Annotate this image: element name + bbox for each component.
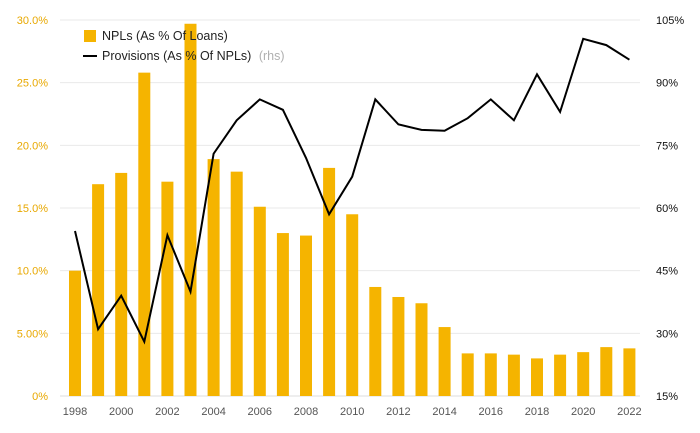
x-axis-tick-label: 2006 bbox=[248, 406, 272, 418]
provisions-series-line bbox=[74, 37, 630, 345]
npl-bar bbox=[577, 352, 590, 396]
npl-bar bbox=[253, 206, 266, 396]
npl-bar bbox=[115, 172, 128, 396]
x-axis-tick-label: 2016 bbox=[479, 406, 503, 418]
legend: NPLs (As % Of Loans) Provisions (As % Of… bbox=[83, 29, 285, 63]
legend-label-provisions: Provisions (As % Of NPLs) (rhs) bbox=[102, 49, 285, 63]
left-axis-tick-label: 10.0% bbox=[17, 266, 48, 278]
x-axis-tick-label: 2012 bbox=[386, 406, 410, 418]
x-axis-tick-label: 2004 bbox=[201, 406, 225, 418]
legend-label-npl: NPLs (As % Of Loans) bbox=[102, 29, 228, 43]
npl-bar bbox=[461, 353, 474, 396]
x-axis-tick-label: 2020 bbox=[571, 406, 595, 418]
x-axis-tick-label: 2008 bbox=[294, 406, 318, 418]
grid bbox=[60, 19, 640, 397]
npl-bar bbox=[92, 184, 105, 396]
npl-bar bbox=[323, 167, 336, 396]
left-y-axis: 0% 5.00% 10.0% 15.0% 20.0% 25.0% 30.0% bbox=[17, 15, 48, 403]
npl-bar bbox=[623, 348, 636, 396]
right-axis-tick-label: 75% bbox=[656, 140, 678, 152]
right-axis-tick-label: 15% bbox=[656, 391, 678, 403]
npl-bar bbox=[438, 327, 451, 396]
npl-bar bbox=[369, 286, 382, 396]
right-y-axis: 15% 30% 45% 60% 75% 90% 105% bbox=[656, 15, 684, 403]
legend-label-provisions-name: Provisions (As % Of NPLs) bbox=[102, 49, 251, 63]
npl-bar bbox=[415, 303, 428, 396]
npl-bar bbox=[161, 181, 174, 396]
left-axis-tick-label: 25.0% bbox=[17, 78, 48, 90]
x-axis-tick-label: 2022 bbox=[617, 406, 641, 418]
npl-bar bbox=[230, 171, 243, 396]
x-axis-tick-label: 1998 bbox=[63, 406, 87, 418]
npl-bar bbox=[207, 159, 220, 396]
npl-bar bbox=[600, 347, 613, 396]
x-axis-tick-label: 2018 bbox=[525, 406, 549, 418]
left-axis-tick-label: 20.0% bbox=[17, 140, 48, 152]
x-axis-tick-label: 2010 bbox=[340, 406, 364, 418]
npl-bar bbox=[138, 72, 151, 396]
left-axis-tick-label: 15.0% bbox=[17, 203, 48, 215]
left-axis-tick-label: 30.0% bbox=[17, 15, 48, 27]
right-axis-tick-label: 30% bbox=[656, 328, 678, 340]
legend-swatch-npl bbox=[84, 30, 96, 42]
npl-bar bbox=[346, 214, 359, 396]
x-axis-tick-label: 2002 bbox=[155, 406, 179, 418]
left-axis-tick-label: 5.00% bbox=[17, 328, 48, 340]
npl-bar bbox=[184, 23, 197, 396]
npl-bar bbox=[392, 296, 405, 396]
right-axis-tick-label: 60% bbox=[656, 203, 678, 215]
right-axis-tick-label: 105% bbox=[656, 15, 684, 27]
x-axis: 1998 2000 2002 2004 2006 2008 2010 2012 2014 2016… bbox=[63, 406, 642, 418]
npl-bar bbox=[276, 233, 289, 396]
npl-bar bbox=[484, 353, 497, 396]
left-axis-tick-label: 0% bbox=[32, 391, 48, 403]
provisions-line bbox=[74, 37, 630, 345]
right-axis-tick-label: 90% bbox=[656, 78, 678, 90]
npl-bar bbox=[69, 270, 81, 396]
npl-bar bbox=[554, 354, 567, 396]
npl-bar bbox=[300, 235, 312, 396]
right-axis-tick-label: 45% bbox=[656, 266, 678, 278]
npl-bar bbox=[531, 358, 543, 396]
npl-bar bbox=[507, 354, 520, 396]
legend-label-provisions-note: (rhs) bbox=[259, 49, 285, 63]
npl-bars bbox=[69, 23, 636, 396]
x-axis-tick-label: 2000 bbox=[109, 406, 133, 418]
x-axis-tick-label: 2014 bbox=[432, 406, 456, 418]
